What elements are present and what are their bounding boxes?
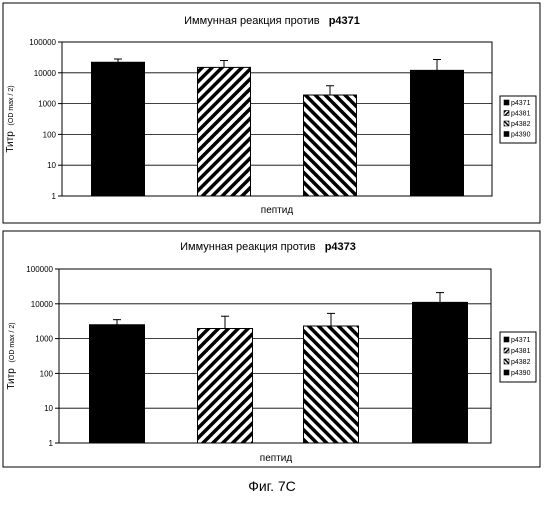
bar-p4390 (413, 302, 468, 443)
chart-2-legend: p4371 p4381 p4382 p4390 (500, 332, 536, 382)
legend-label: p4390 (511, 370, 531, 377)
y-tick-label: 10000 (31, 300, 54, 309)
y-tick-label: 1 (49, 439, 54, 448)
legend-label: p4382 (511, 121, 531, 128)
legend-label: p4390 (511, 132, 531, 139)
bar-p4381 (198, 67, 251, 196)
chart-2-x-axis-label: пептид (260, 453, 293, 464)
legend-swatch (504, 132, 509, 137)
chart-1-legend: p4371 p4381 p4382 p4390 (500, 96, 536, 143)
y-tick-label: 100000 (29, 38, 56, 47)
legend-swatch (504, 100, 509, 105)
y-tick-label: 10 (44, 404, 53, 413)
y-tick-label: 100000 (26, 265, 53, 274)
bar-p4381 (198, 329, 253, 443)
legend-swatch (504, 348, 509, 353)
bar-p4371 (90, 325, 145, 443)
legend-swatch (504, 359, 509, 364)
legend-swatch (504, 121, 509, 126)
legend-swatch (504, 337, 509, 342)
bar-p4382 (304, 326, 359, 443)
bar-p4390 (411, 70, 464, 196)
y-tick-label: 10 (47, 161, 56, 170)
legend-swatch (504, 111, 509, 116)
legend-label: p4371 (511, 337, 531, 344)
legend-label: p4371 (511, 100, 531, 107)
chart-1: Иммунная реакция против p4371 1 10 100 1000… (3, 3, 540, 223)
bar-p4371 (92, 62, 145, 196)
y-tick-label: 100 (40, 369, 54, 378)
legend-label: p4381 (511, 348, 531, 355)
bar-p4382 (304, 95, 357, 196)
chart-2: Иммунная реакция против p4373 1 10 100 1000… (3, 231, 540, 467)
y-tick-label: 1 (52, 192, 57, 201)
legend-swatch (504, 370, 509, 375)
legend-label: p4381 (511, 111, 531, 118)
chart-2-title: Иммунная реакция против p4373 (180, 241, 356, 253)
y-tick-label: 1000 (38, 100, 56, 109)
y-tick-label: 10000 (34, 69, 57, 78)
figure-caption: Фиг. 7С (0, 478, 544, 494)
chart-1-x-axis-label: пептид (261, 205, 294, 216)
chart-1-title: Иммунная реакция против p4371 (184, 15, 360, 27)
legend-label: p4382 (511, 359, 531, 366)
y-tick-label: 100 (43, 130, 57, 139)
y-tick-label: 1000 (35, 335, 53, 344)
